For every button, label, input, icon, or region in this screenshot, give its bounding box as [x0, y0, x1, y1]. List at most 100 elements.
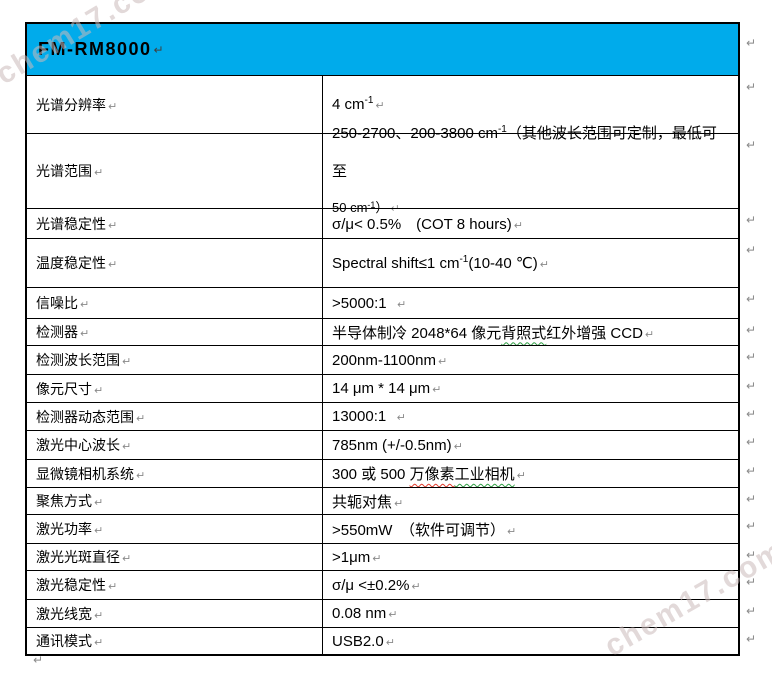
pilcrow-mark: ↵	[375, 99, 385, 112]
spec-label-cell: 光谱范围 ↵	[27, 134, 323, 208]
spec-value-cell: σ/μ< 0.5% (COT 8 hours) ↵	[323, 209, 738, 238]
spec-value-cell: >5000:1 ↵	[323, 288, 738, 318]
pilcrow-mark: ↵	[94, 496, 104, 509]
spec-label-cell: 检测器动态范围 ↵	[27, 403, 323, 430]
value-segment: 红外增强 CCD	[546, 324, 643, 342]
pilcrow-mark: ↵	[394, 496, 404, 510]
spec-label: 温度稳定性 ↵	[36, 255, 118, 271]
spec-value-cell: σ/μ <±0.2% ↵	[323, 571, 738, 599]
spec-value-cell: 4 cm -1 ↵	[323, 76, 738, 133]
spec-label: 检测器动态范围 ↵	[36, 408, 146, 425]
spec-value-cell: 0.08 nm ↵	[323, 600, 738, 627]
table-row: 通讯模式 ↵ USB2.0 ↵ ↵	[27, 627, 756, 654]
row-end-mark: ↵	[745, 36, 756, 50]
table-row: 光谱稳定性 ↵ σ/μ< 0.5% (COT 8 hours) ↵ ↵	[27, 208, 756, 238]
pilcrow-mark: ↵	[539, 258, 549, 271]
spec-value: σ/μ <±0.2% ↵	[332, 577, 421, 594]
value-segment: 785nm (+/-0.5nm)	[332, 436, 452, 454]
spec-label: 光谱范围 ↵	[36, 163, 104, 179]
spec-value: 785nm (+/-0.5nm) ↵	[332, 437, 463, 454]
value-segment: USB2.0	[332, 632, 384, 650]
row-end-mark: ↵	[745, 407, 756, 421]
value-segment: 4 cm	[332, 96, 365, 113]
row-end-mark: ↵	[745, 492, 756, 506]
pilcrow-mark: ↵	[94, 524, 104, 537]
spec-label-cell: 激光稳定性 ↵	[27, 571, 323, 599]
spec-label-cell: 检测波长范围 ↵	[27, 346, 323, 374]
spec-label: 激光光斑直径 ↵	[36, 549, 132, 565]
value-segment: -1	[367, 199, 376, 210]
spec-label: 激光功率 ↵	[36, 521, 104, 537]
pilcrow-mark: ↵	[108, 580, 118, 593]
pilcrow-mark: ↵	[122, 355, 132, 368]
value-segment: 共轭对焦	[332, 493, 393, 511]
spec-label-cell: 温度稳定性 ↵	[27, 239, 323, 287]
pilcrow-mark: ↵	[396, 297, 407, 311]
spec-label-cell: 激光功率 ↵	[27, 515, 323, 543]
pilcrow-mark: ↵	[385, 635, 395, 649]
product-model-title: FM-RM8000	[38, 39, 152, 59]
value-segment: σ/μ <±0.2%	[332, 576, 410, 594]
spec-label-cell: 激光线宽 ↵	[27, 600, 323, 627]
row-end-mark: ↵	[745, 464, 756, 478]
row-end-mark: ↵	[745, 435, 756, 449]
value-segment: 50 cm	[332, 199, 368, 215]
spec-value-cell: 半导体制冷 2048*64 像元背照式红外增强 CCD ↵	[323, 319, 738, 345]
table-row: 激光功率 ↵ >550mW （软件可调节） ↵ ↵	[27, 514, 756, 543]
spec-table: FM-RM8000 ↵ ↵ 光谱分辨率 ↵ 4 cm-1 ↵ ↵ 光谱范围 ↵ 250-270…	[25, 22, 756, 656]
value-segment: 250-2700、200-3800 cm	[332, 124, 498, 142]
spec-value: 200nm-1100nm ↵	[332, 352, 447, 369]
table-row: 温度稳定性 ↵ Spectral shift≤1 cm-1(10-40 ℃) ↵ ↵	[27, 238, 756, 287]
spec-value: >1μm ↵	[332, 549, 381, 566]
pilcrow-mark: ↵	[94, 383, 104, 397]
value-segment: 半导体制冷 2048*64 像元	[332, 324, 502, 342]
value-segment: ）	[375, 199, 389, 215]
pilcrow-mark: ↵	[108, 218, 118, 232]
pilcrow-mark: ↵	[136, 411, 146, 425]
pilcrow-mark: ↵	[513, 219, 523, 232]
spec-value: 13000:1 ↵	[332, 408, 406, 425]
value-segment: (10-40 ℃)	[468, 255, 538, 272]
pilcrow-mark: ↵	[372, 551, 382, 565]
pilcrow-mark: ↵	[396, 411, 406, 424]
spec-label: 激光中心波长 ↵	[36, 437, 132, 453]
pilcrow-mark: ↵	[122, 552, 132, 565]
table-header: FM-RM8000 ↵ ↵	[27, 24, 756, 75]
spec-label: 光谱稳定性 ↵	[36, 215, 118, 232]
spec-label: 激光线宽 ↵	[36, 605, 104, 622]
spec-label: 信噪比 ↵	[36, 295, 90, 311]
spec-value-cell: Spectral shift≤1 cm-1(10-40 ℃) ↵	[323, 239, 738, 287]
spec-table-rows: 光谱分辨率 ↵ 4 cm-1 ↵ ↵ 光谱范围 ↵ 250-2700、200-3800 cm-…	[27, 75, 756, 654]
value-segment: >1μm	[332, 548, 371, 566]
value-segment: 工业相机	[454, 466, 515, 483]
value-segment: >5000:1	[332, 294, 395, 312]
row-end-mark: ↵	[745, 519, 756, 533]
value-segment: 背照式	[501, 324, 547, 342]
pilcrow-mark: ↵	[432, 383, 442, 396]
value-segment: >550mW （软件可调节）	[332, 521, 505, 539]
spec-label: 通讯模式 ↵	[36, 633, 104, 649]
spec-label-cell: 聚焦方式 ↵	[27, 488, 323, 514]
value-segment: （其他波长范围可定制，最低可至	[332, 124, 717, 180]
value-segment: 200nm-1100nm	[332, 351, 436, 369]
value-segment: -1	[497, 123, 507, 135]
table-row: 激光中心波长 ↵ 785nm (+/-0.5nm) ↵ ↵	[27, 430, 756, 459]
row-end-mark: ↵	[745, 350, 756, 364]
spec-label: 显微镜相机系统 ↵	[36, 465, 146, 482]
spec-value-cell: >550mW （软件可调节） ↵	[323, 515, 738, 543]
pilcrow-mark: ↵	[80, 327, 90, 340]
row-end-mark: ↵	[745, 80, 756, 94]
spec-value: 250-2700、200-3800 cm-1（其他波长范围可定制，最低可至 50 …	[332, 116, 730, 227]
pilcrow-mark: ↵	[516, 469, 526, 482]
value-segment: 300 或 500	[332, 466, 410, 483]
spec-label-cell: 光谱稳定性 ↵	[27, 209, 323, 238]
spec-value: σ/μ< 0.5% (COT 8 hours) ↵	[332, 213, 523, 234]
pilcrow-mark: ↵	[136, 468, 146, 482]
spec-value-cell: 250-2700、200-3800 cm-1（其他波长范围可定制，最低可至 50 …	[323, 124, 738, 215]
pilcrow-mark: ↵	[80, 298, 90, 311]
pilcrow-mark: ↵	[644, 327, 655, 341]
spec-value: 4 cm-1 ↵	[332, 95, 385, 113]
row-end-mark: ↵	[745, 632, 756, 646]
spec-value-cell: 785nm (+/-0.5nm) ↵	[323, 431, 738, 459]
